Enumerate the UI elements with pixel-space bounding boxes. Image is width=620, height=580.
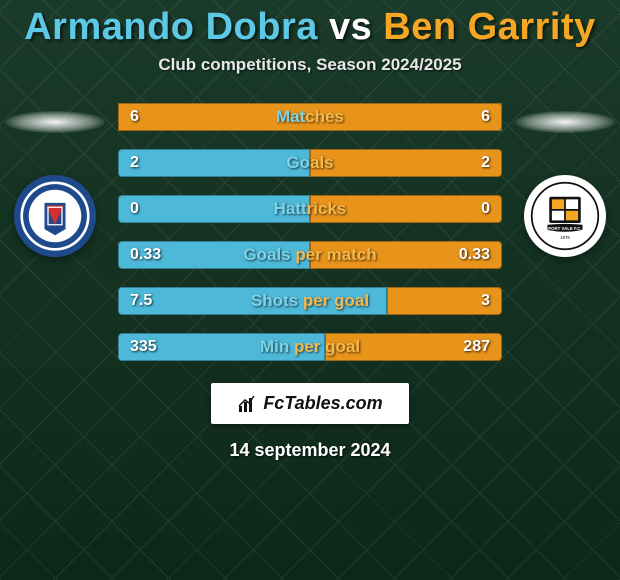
stat-bar-right-fill	[310, 149, 502, 177]
subtitle: Club competitions, Season 2024/2025	[158, 55, 461, 75]
stat-row: 6 6 Matches	[118, 103, 502, 131]
stat-value-right: 2	[481, 154, 490, 172]
stat-label-right-part: ricks	[307, 199, 347, 218]
svg-text:PORT VALE F.C.: PORT VALE F.C.	[548, 226, 582, 231]
right-club-crest: PORT VALE F.C. 1876	[524, 175, 606, 257]
stat-label-left-part: Shots	[251, 291, 303, 310]
stat-label-left-part: Mat	[276, 107, 305, 126]
right-spotlight	[515, 111, 615, 133]
stat-label-left-part: Hatt	[274, 199, 307, 218]
right-side: PORT VALE F.C. 1876	[510, 103, 620, 257]
stat-label: Goals per match	[243, 245, 376, 265]
stat-value-right: 6	[481, 108, 490, 126]
brand-badge: FcTables.com	[211, 383, 408, 424]
stat-label-left-part: Goals	[243, 245, 295, 264]
stat-value-right: 0.33	[459, 246, 490, 264]
stat-label-right-part: per goal	[294, 337, 360, 356]
port-vale-crest-icon: PORT VALE F.C. 1876	[530, 181, 600, 251]
stat-label: Goals	[286, 153, 333, 173]
stat-value-left: 0	[130, 200, 139, 218]
stat-label: Shots per goal	[251, 291, 369, 311]
chart-icon	[237, 394, 257, 414]
stat-label-right-part: per match	[295, 245, 376, 264]
stat-label-right-part: per goal	[303, 291, 369, 310]
left-club-crest	[14, 175, 96, 257]
stat-bars: 6 6 Matches 2 2 Goals 0 0 Hattricks 0.33 0.33 Goals…	[110, 103, 510, 361]
player1-name: Armando Dobra	[24, 6, 318, 48]
chesterfield-crest-icon	[20, 181, 90, 251]
content-container: Armando Dobra vs Ben Garrity Club compet…	[0, 0, 620, 580]
date-text: 14 september 2024	[229, 440, 390, 461]
stat-label: Min per goal	[260, 337, 360, 357]
svg-text:1876: 1876	[560, 235, 570, 240]
stat-label-right-part: als	[310, 153, 334, 172]
stat-label: Matches	[276, 107, 344, 127]
stat-value-left: 0.33	[130, 246, 161, 264]
stat-row: 0.33 0.33 Goals per match	[118, 241, 502, 269]
left-spotlight	[5, 111, 105, 133]
main-area: 6 6 Matches 2 2 Goals 0 0 Hattricks 0.33 0.33 Goals…	[0, 103, 620, 361]
player2-name: Ben Garrity	[383, 6, 595, 48]
stat-row: 0 0 Hattricks	[118, 195, 502, 223]
stat-value-left: 2	[130, 154, 139, 172]
stat-value-left: 7.5	[130, 292, 152, 310]
stat-value-right: 0	[481, 200, 490, 218]
stat-value-right: 287	[463, 338, 490, 356]
stat-value-left: 335	[130, 338, 157, 356]
stat-label-right-part: ches	[305, 107, 344, 126]
stat-row: 7.5 3 Shots per goal	[118, 287, 502, 315]
brand-text: FcTables.com	[263, 393, 382, 414]
stat-label-left-part: Min	[260, 337, 294, 356]
stat-value-left: 6	[130, 108, 139, 126]
stat-row: 2 2 Goals	[118, 149, 502, 177]
stat-value-right: 3	[481, 292, 490, 310]
stat-label: Hattricks	[274, 199, 347, 219]
vs-text: vs	[329, 6, 372, 48]
stat-label-left-part: Go	[286, 153, 310, 172]
left-side	[0, 103, 110, 257]
stat-bar-left-fill	[118, 149, 310, 177]
page-title: Armando Dobra vs Ben Garrity	[24, 6, 596, 49]
stat-row: 335 287 Min per goal	[118, 333, 502, 361]
